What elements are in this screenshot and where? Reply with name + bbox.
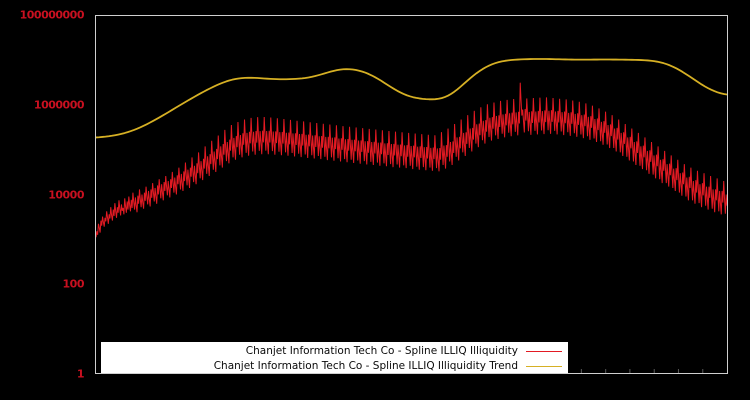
legend-swatch-series-icon [526, 350, 562, 352]
legend-label-series: Chanjet Information Tech Co - Spline ILL… [245, 345, 518, 357]
y-tick-label: 10000 [48, 188, 84, 201]
legend-entry-trend[interactable]: Chanjet Information Tech Co - Spline ILL… [102, 359, 567, 373]
y-tick-label: 100 [62, 277, 85, 291]
legend[interactable]: Chanjet Information Tech Co - Spline ILL… [101, 342, 568, 373]
y-axis: 100000000 1000000 10000 100 1 [0, 0, 90, 400]
illiquidity-line-path [96, 83, 727, 238]
legend-swatch-trend-icon [526, 365, 562, 367]
legend-entry-series[interactable]: Chanjet Information Tech Co - Spline ILL… [102, 344, 567, 358]
trend-line-path [96, 58, 727, 139]
y-tick-label: 1000000 [33, 98, 85, 112]
legend-label-trend: Chanjet Information Tech Co - Spline ILL… [213, 360, 518, 372]
y-tick-label: 100000000 [19, 8, 85, 22]
chart-canvas [96, 58, 727, 373]
plot-area [95, 15, 728, 374]
y-tick-label: 1 [76, 367, 85, 381]
